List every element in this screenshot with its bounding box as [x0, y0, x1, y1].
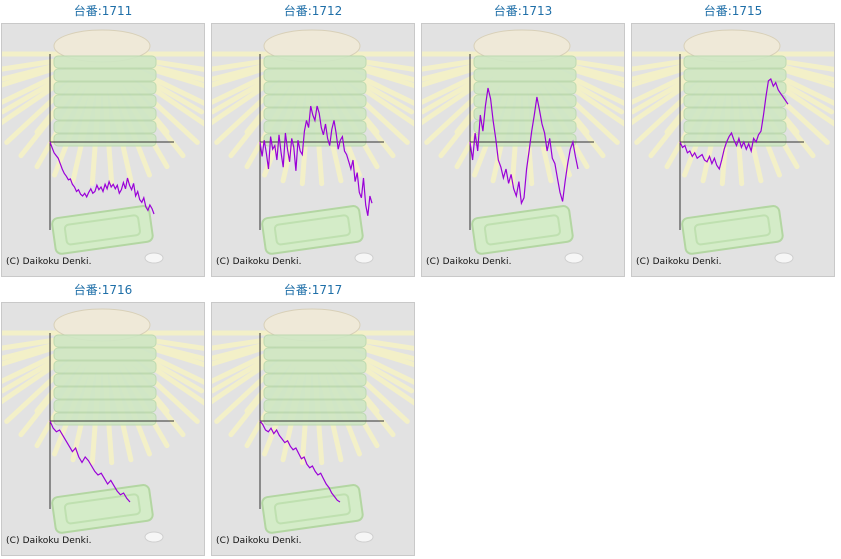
copyright-text: (C) Daikoku Denki.: [6, 536, 92, 546]
slump-line: [259, 105, 373, 216]
machine-card-1715: 台番:1715 (C) Daikoku Denki.: [630, 0, 836, 277]
copyright-text: (C) Daikoku Denki.: [216, 257, 302, 267]
slump-line: [49, 420, 131, 503]
machine-link-1711[interactable]: 台番:1711: [73, 4, 133, 18]
slump-graph: [679, 54, 804, 230]
copyright-text: (C) Daikoku Denki.: [636, 257, 722, 267]
slump-graph: [469, 54, 594, 230]
machine-link-1713[interactable]: 台番:1713: [493, 4, 553, 18]
slump-graph: [49, 333, 174, 509]
pachinko-sunburst-illustration: [212, 308, 414, 543]
machine-link-1716[interactable]: 台番:1716: [73, 283, 133, 297]
machine-link-1717[interactable]: 台番:1717: [283, 283, 343, 297]
machine-link-1712[interactable]: 台番:1712: [283, 4, 343, 18]
machine-graph-1712[interactable]: (C) Daikoku Denki.: [211, 23, 415, 277]
copyright-text: (C) Daikoku Denki.: [6, 257, 92, 267]
slump-graph: [259, 333, 384, 509]
machine-card-1712: 台番:1712 (C) Daikoku Denki.: [210, 0, 416, 277]
pachinko-sunburst-illustration: [212, 29, 414, 264]
machine-graph-1716[interactable]: (C) Daikoku Denki.: [1, 302, 205, 556]
machine-card-1716: 台番:1716 (C) Daikoku Denki.: [0, 279, 206, 556]
machine-graph-1715[interactable]: (C) Daikoku Denki.: [631, 23, 835, 277]
slump-line: [259, 420, 341, 503]
slump-graph: [49, 54, 174, 230]
machine-graph-1717[interactable]: (C) Daikoku Denki.: [211, 302, 415, 556]
machine-graph-1711[interactable]: (C) Daikoku Denki.: [1, 23, 205, 277]
pachinko-sunburst-illustration: [2, 308, 204, 543]
slump-line: [679, 78, 789, 171]
machine-card-1711: 台番:1711 (C) Daikoku Denki.: [0, 0, 206, 277]
pachinko-sunburst-illustration: [632, 29, 834, 264]
machine-link-1715[interactable]: 台番:1715: [703, 4, 763, 18]
slump-graph: [259, 54, 384, 230]
slump-line: [469, 87, 579, 206]
pachinko-sunburst-illustration: [422, 29, 624, 264]
pachinko-sunburst-illustration: [2, 29, 204, 264]
copyright-text: (C) Daikoku Denki.: [216, 536, 302, 546]
copyright-text: (C) Daikoku Denki.: [426, 257, 512, 267]
machine-graph-1713[interactable]: (C) Daikoku Denki.: [421, 23, 625, 277]
machine-card-1717: 台番:1717 (C) Daikoku Denki.: [210, 279, 416, 556]
slump-line: [49, 141, 155, 215]
machine-card-1713: 台番:1713 (C) Daikoku Denki.: [420, 0, 626, 277]
